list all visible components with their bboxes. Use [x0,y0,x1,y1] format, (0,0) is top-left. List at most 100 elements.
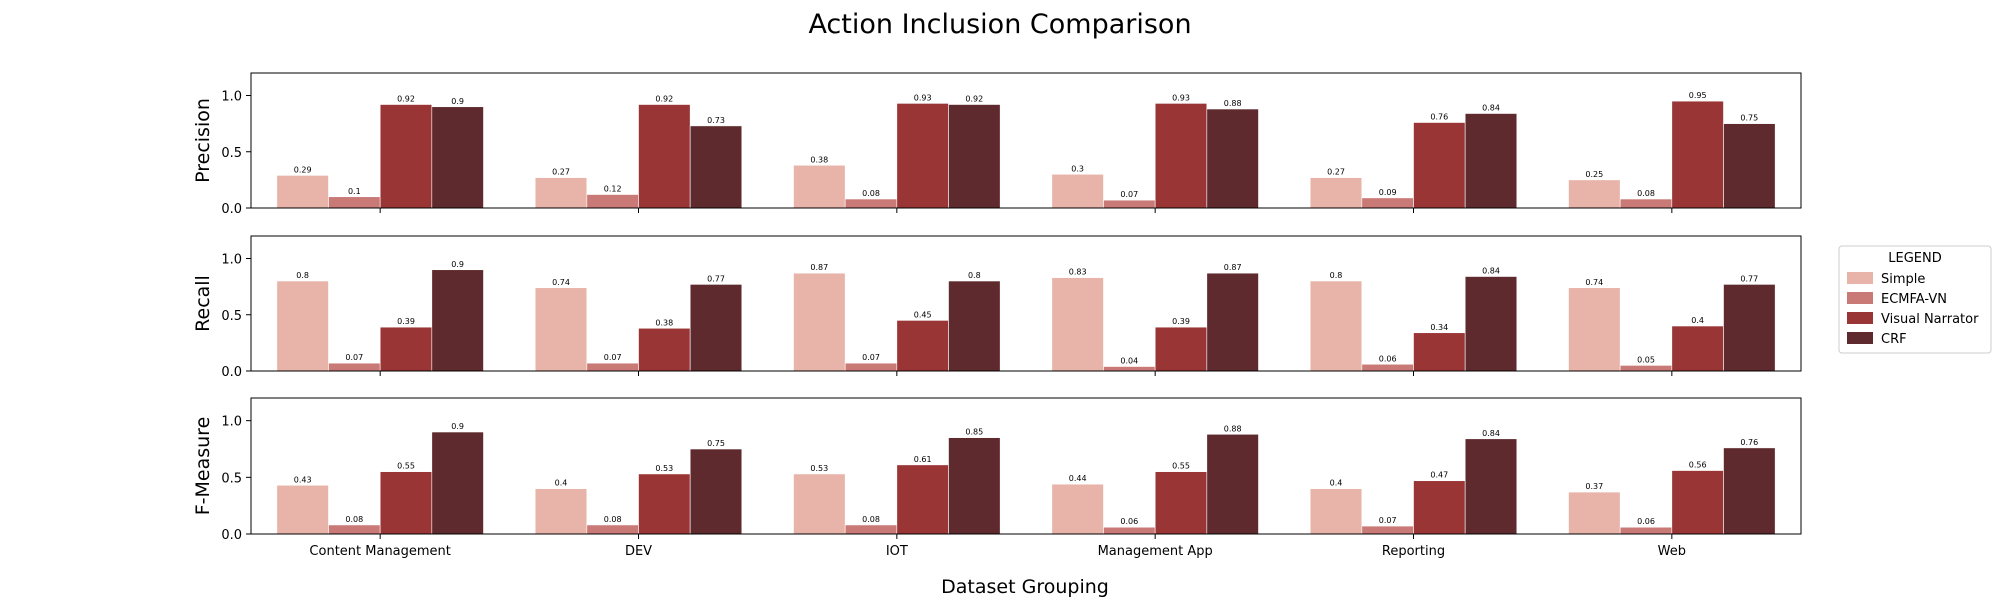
bar-value-label: 0.77 [1740,274,1758,283]
panel-precision: 0.29 0.27 0.38 0.3 0.27 0.25 0.1 0.12 0.08 0.07 0.… [192,72,1802,217]
bar [379,326,433,372]
bar [1568,287,1621,372]
bar [1568,491,1621,535]
y-axis-label: Precision [192,98,214,183]
bar [896,320,949,372]
bar [431,431,484,535]
bar-value-label: 0.06 [1379,354,1397,363]
legend-entry: Visual Narrator [1881,312,1979,327]
bar [1309,177,1363,209]
bar-value-label: 0.08 [604,515,622,524]
bar-value-label: 0.9 [451,260,464,269]
x-tick-label: Content Management [309,544,450,559]
bar [948,437,1001,535]
bar-value-label: 0.83 [1069,268,1087,277]
bar-value-label: 0.4 [1330,479,1343,488]
bar [328,362,381,372]
bar [328,524,381,535]
bar [1413,480,1466,535]
bar [948,280,1001,372]
bar [689,284,743,372]
bar [689,448,743,535]
x-tick-label: DEV [625,544,652,559]
bar [1309,280,1363,372]
bar [1671,100,1724,209]
y-tick-label: 1.0 [221,415,242,430]
bar [689,125,743,209]
y-tick-label: 0.5 [221,309,242,324]
legend-entry: ECMFA-VN [1881,292,1947,307]
bar [276,175,329,209]
bar-value-label: 0.92 [965,95,983,104]
plot-frame [250,235,1802,372]
y-tick-label: 0.5 [221,146,242,161]
y-tick-label: 0.0 [221,365,242,380]
legend-box [1838,245,1992,354]
bar [1671,470,1724,535]
bar [586,362,639,372]
y-tick-label: 1.0 [221,90,242,105]
bar-value-label: 0.27 [552,168,570,177]
bar-value-label: 0.95 [1689,91,1707,100]
bar-value-label: 0.53 [810,464,828,473]
bar-value-label: 0.75 [707,439,725,448]
bar [379,104,433,209]
bar [328,196,381,209]
panel-f-measure: 0.43 0.4 0.53 0.44 0.4 0.37 0.08 0.08 0.08 0.06 0.… [192,397,1802,559]
legend: LEGEND Simple ECMFA-VN Visual Narrator CRF [1838,245,1992,354]
panel-recall: 0.8 0.74 0.87 0.83 0.8 0.74 0.07 0.07 0.07 0.04 0.… [192,235,1802,380]
bar-value-label: 0.93 [914,93,932,102]
bar-value-label: 0.84 [1482,429,1500,438]
bar [1206,272,1259,372]
bar [1154,326,1208,372]
bar-value-label: 0.76 [1430,113,1448,122]
bar-value-label: 0.56 [1689,461,1707,470]
legend-swatch [1847,332,1873,344]
legend-title: LEGEND [1888,251,1941,266]
legend-swatch [1847,292,1873,304]
bar-value-label: 0.73 [707,116,725,125]
bar-value-label: 0.61 [914,455,932,464]
bar-value-label: 0.43 [294,475,312,484]
bar-value-label: 0.12 [604,185,622,194]
y-axis-label: F-Measure [192,417,214,516]
plot-frame [250,397,1802,535]
bar [1619,198,1673,209]
bar [1413,332,1466,372]
bar-value-label: 0.06 [1120,517,1138,526]
bar [844,362,898,372]
legend-entry: CRF [1881,332,1907,347]
bar-value-label: 0.3 [1071,164,1084,173]
bar [1103,199,1156,209]
bar [1619,365,1673,372]
bar [638,473,691,535]
bar-value-label: 0.53 [655,464,673,473]
bar-value-label: 0.45 [914,310,932,319]
x-tick-label: Reporting [1382,544,1445,559]
bar [1154,471,1208,535]
bar [1361,363,1414,372]
bar-value-label: 0.4 [1691,316,1704,325]
bar-value-label: 0.55 [397,462,415,471]
bar-value-label: 0.44 [1069,474,1087,483]
bar-value-label: 0.75 [1740,114,1758,123]
bar-value-label: 0.08 [1637,189,1655,198]
bar-value-label: 0.39 [397,317,415,326]
x-tick-label: Web [1658,544,1686,559]
panels: 0.29 0.270.380.3 0.27 0.250.1 0.12 0.08 0.07 0.… [192,72,1802,559]
bar [1464,113,1518,209]
bar-value-label: 0.39 [1172,317,1190,326]
bar [1206,433,1259,535]
y-axis-label: Recall [192,275,214,332]
bar [1619,526,1673,535]
bar-value-label: 0.1 [348,187,361,196]
plot-frame [250,72,1802,209]
bar-value-label: 0.09 [1379,188,1397,197]
bar-value-label: 0.87 [1224,263,1242,272]
x-tick-label: Management App [1098,544,1213,559]
bar [1103,366,1156,372]
bar-value-label: 0.34 [1430,323,1448,332]
bar-value-label: 0.9 [451,422,464,431]
x-tick-label: IOT [886,544,908,559]
bar-value-label: 0.07 [604,353,622,362]
